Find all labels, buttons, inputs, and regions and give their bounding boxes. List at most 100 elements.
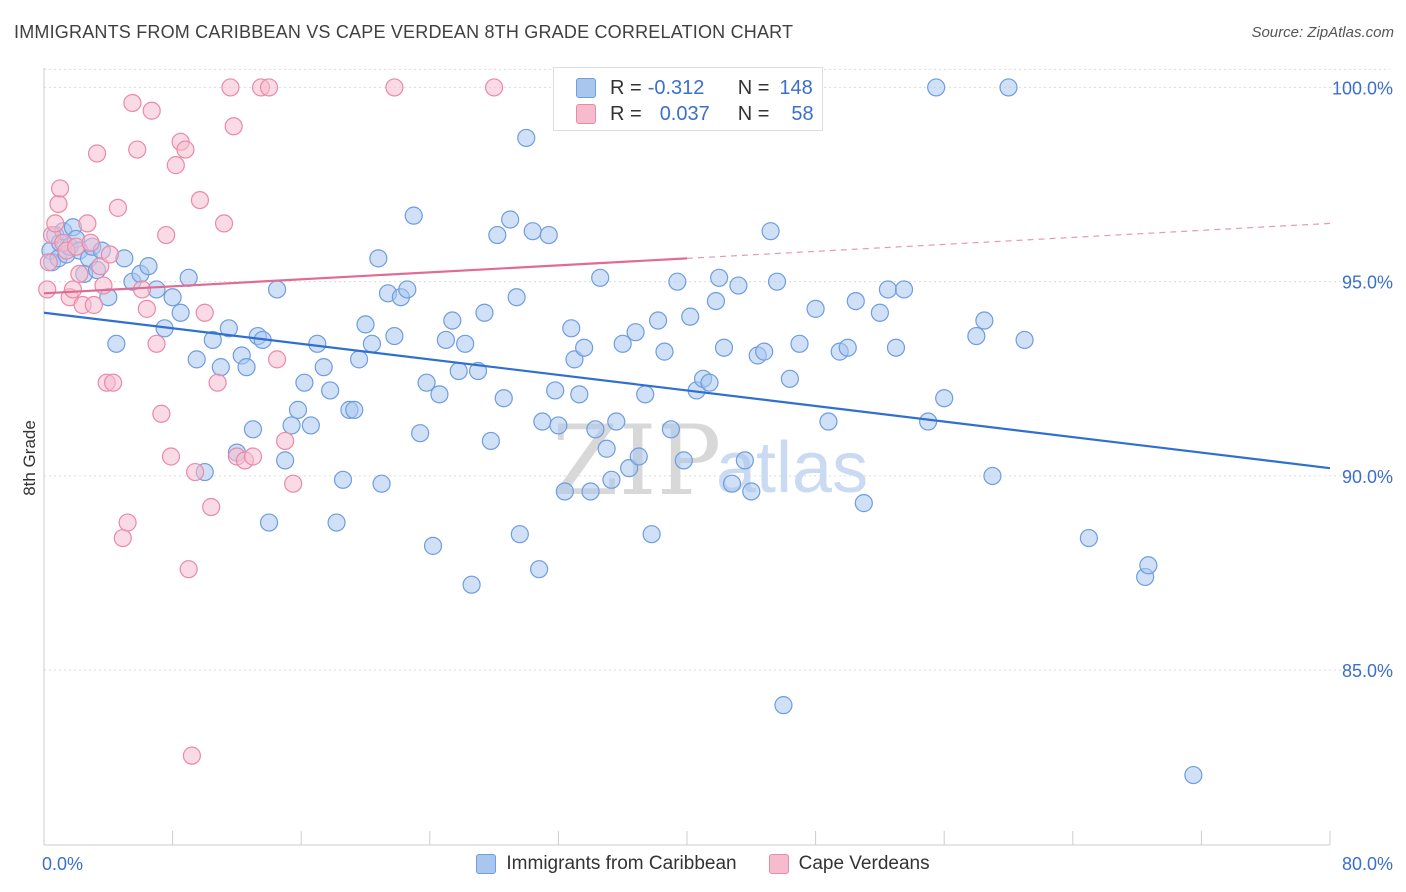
- data-point: [655, 342, 674, 361]
- data-point: [179, 560, 198, 579]
- stats-r-label: R =: [610, 102, 642, 125]
- data-point: [49, 194, 68, 214]
- data-point: [195, 303, 214, 322]
- data-point: [190, 190, 210, 210]
- data-point: [539, 225, 558, 245]
- data-point: [999, 78, 1018, 97]
- data-point: [1015, 330, 1034, 350]
- data-point: [475, 303, 494, 322]
- data-point: [276, 451, 295, 470]
- data-point: [714, 338, 734, 357]
- data-point: [674, 451, 693, 470]
- data-point: [186, 462, 205, 482]
- data-point: [436, 330, 455, 350]
- data-point: [362, 334, 382, 353]
- data-point: [722, 474, 742, 493]
- data-point: [591, 268, 610, 287]
- data-point: [549, 416, 568, 435]
- data-point: [284, 474, 303, 493]
- data-point: [886, 338, 906, 357]
- data-point: [602, 470, 621, 489]
- data-point: [301, 416, 320, 435]
- data-point: [735, 451, 754, 470]
- data-point: [139, 257, 158, 276]
- chart-title: IMMIGRANTS FROM CARIBBEAN VS CAPE VERDEA…: [14, 22, 794, 42]
- data-point: [221, 78, 240, 97]
- stats-swatch-caribbean: [576, 78, 596, 98]
- data-point: [481, 431, 500, 451]
- data-point: [137, 299, 156, 318]
- data-point: [176, 140, 195, 159]
- data-point: [104, 373, 123, 392]
- data-point: [530, 560, 549, 579]
- data-point: [533, 412, 552, 431]
- series-cape-verdean-points: [38, 78, 616, 765]
- trend-line-extension: [686, 222, 1331, 259]
- data-point: [456, 334, 475, 353]
- data-point: [755, 342, 774, 361]
- data-point: [219, 319, 238, 338]
- data-point: [39, 253, 58, 272]
- legend-item-cape-verdean[interactable]: Cape Verdeans: [768, 853, 930, 875]
- data-point: [404, 206, 423, 225]
- data-point: [620, 459, 639, 478]
- y-tick-label: 85.0%: [1342, 661, 1393, 681]
- data-point: [267, 280, 287, 299]
- data-point: [761, 222, 780, 241]
- data-point: [50, 179, 70, 198]
- data-point: [501, 210, 520, 229]
- data-point: [63, 280, 83, 299]
- data-point: [81, 233, 100, 252]
- data-point: [510, 525, 529, 544]
- data-point: [523, 222, 542, 241]
- legend-swatch-cape-verdean: [768, 854, 789, 874]
- data-point: [878, 280, 898, 299]
- data-point: [398, 280, 417, 299]
- data-point: [983, 466, 1002, 486]
- data-point: [742, 482, 761, 501]
- data-point: [203, 330, 222, 350]
- trend-line: [43, 257, 688, 295]
- data-point: [147, 334, 166, 353]
- data-point: [819, 412, 838, 431]
- data-point: [706, 292, 726, 311]
- legend-label-caribbean: Immigrants from Caribbean: [506, 853, 737, 874]
- data-point: [333, 470, 353, 489]
- data-point: [211, 358, 230, 377]
- data-point: [107, 334, 126, 353]
- data-point: [846, 292, 865, 311]
- data-point: [919, 412, 938, 431]
- data-point: [46, 214, 65, 233]
- data-point: [1184, 765, 1203, 785]
- data-point: [607, 412, 626, 431]
- data-point: [648, 311, 668, 330]
- data-point: [243, 420, 263, 439]
- data-point: [485, 78, 504, 97]
- data-point: [629, 447, 648, 466]
- data-point: [575, 338, 594, 357]
- trend-line: [43, 311, 1331, 470]
- data-point: [700, 373, 719, 392]
- data-point: [208, 373, 227, 392]
- stats-legend: R = -0.312 N = 148 R = 0.037 N = 58: [553, 67, 823, 131]
- legend-label-cape-verdean: Cape Verdeans: [798, 853, 930, 874]
- data-point: [507, 288, 526, 307]
- bottom-legend: Immigrants from Caribbean Cape Verdeans: [0, 852, 1406, 876]
- source-note: Source: ZipAtlas.com: [1251, 24, 1394, 41]
- data-point: [710, 268, 729, 287]
- data-point: [87, 144, 107, 163]
- data-point: [570, 385, 589, 404]
- legend-item-caribbean[interactable]: Immigrants from Caribbean: [476, 853, 737, 875]
- data-point: [108, 198, 128, 217]
- data-point: [38, 280, 57, 299]
- data-point: [78, 214, 97, 233]
- data-point: [642, 525, 661, 544]
- axis-labels: 100.0% 95.0% 90.0% 85.0% 0.0% 80.0% 8th Grade: [20, 78, 1393, 874]
- data-point: [774, 696, 793, 715]
- data-point: [488, 225, 507, 245]
- data-point: [372, 474, 391, 493]
- data-point: [790, 334, 809, 353]
- data-point: [161, 447, 181, 466]
- data-point: [163, 288, 182, 307]
